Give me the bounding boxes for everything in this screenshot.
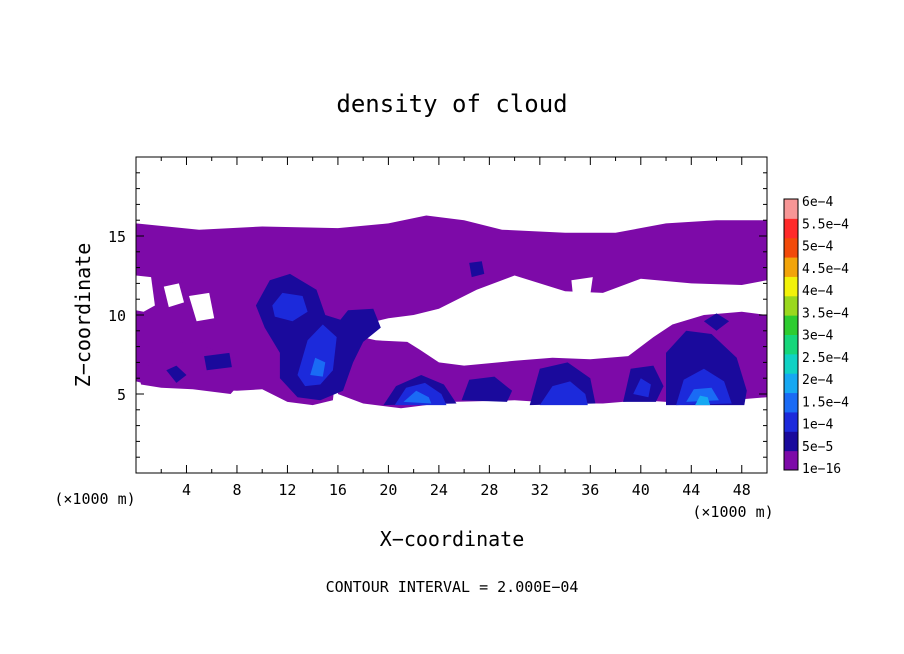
contour-region-blue-0 — [272, 292, 308, 322]
colorbar-swatch — [784, 276, 798, 297]
y-tick-label: 5 — [117, 386, 126, 404]
colorbar-label: 5e−4 — [802, 240, 833, 255]
x-tick-label: 28 — [480, 481, 498, 499]
x-tick-label: 44 — [682, 481, 700, 499]
contour-region-navy-7 — [204, 352, 232, 371]
contour-region-purple-3 — [189, 292, 215, 322]
colorbar-label: 3.5e−4 — [802, 306, 849, 321]
colorbar-label: 4.5e−4 — [802, 262, 849, 277]
colorbar: 1e−16 5e−5 1e−4 1.5e−4 2e−4 2.5e−4 3e−4 3.5e−4 4… — [783, 195, 849, 477]
colorbar-label: 2e−4 — [802, 373, 833, 388]
colorbar-swatch — [784, 450, 798, 471]
contour-region-purple-2 — [163, 283, 184, 308]
colorbar-swatch — [784, 373, 798, 394]
x-tick-label: 12 — [278, 481, 296, 499]
x-tick-label: 16 — [329, 481, 347, 499]
x-tick-label: 36 — [581, 481, 599, 499]
x-tick-label: 4 — [182, 481, 191, 499]
contour-region-purple-5 — [520, 296, 538, 308]
colorbar-label: 1.5e−4 — [802, 395, 849, 410]
colorbar-swatch — [784, 237, 798, 258]
contour-region-blue-1 — [297, 324, 337, 387]
x-tick-label: 20 — [379, 481, 397, 499]
x-tick-label: 8 — [232, 481, 241, 499]
colorbar-label: 3e−4 — [802, 329, 833, 344]
colorbar-swatch — [784, 218, 798, 239]
contour-interval-footer: CONTOUR INTERVAL = 2.000E−04 — [326, 578, 579, 596]
contour-region-light-1 — [403, 390, 432, 404]
y-axis-label: Z−coordinate — [71, 243, 95, 388]
contour-region-navy-2 — [461, 376, 513, 402]
colorbar-label: 2.5e−4 — [802, 351, 849, 366]
colorbar-frame — [783, 198, 799, 471]
contour-fill — [136, 157, 767, 473]
colorbar-swatch — [784, 295, 798, 316]
y-tick-label: 10 — [108, 307, 126, 325]
x-axis: 4 8 12 16 20 24 28 32 36 40 44 48 — [160, 157, 751, 499]
colorbar-label: 1e−16 — [802, 462, 841, 477]
contour-region-light-3 — [695, 395, 711, 406]
contour-region-blue-5 — [633, 378, 651, 398]
colorbar-swatch — [784, 431, 798, 452]
colorbar-label: 6e−4 — [802, 195, 833, 210]
colorbar-label: 5.5e−4 — [802, 217, 849, 232]
colorbar-swatch — [784, 334, 798, 355]
colorbar-swatch — [784, 411, 798, 432]
y-tick-label: 15 — [108, 228, 126, 246]
x-tick-label: 48 — [733, 481, 751, 499]
contour-region-navy-8 — [703, 313, 730, 331]
chart-title: density of cloud — [336, 90, 567, 118]
contour-region-light-2 — [686, 387, 719, 402]
colorbar-label: 1e−4 — [802, 418, 833, 433]
colorbar-swatch — [784, 392, 798, 413]
contour-region-purple-1 — [136, 275, 155, 312]
x-tick-label: 32 — [531, 481, 549, 499]
contour-region-navy-9 — [469, 261, 485, 278]
colorbar-swatch — [784, 257, 798, 277]
colorbar-label: 5e−5 — [802, 440, 833, 455]
contour-region-purple-4 — [571, 277, 593, 295]
x-axis-label: X−coordinate — [380, 527, 525, 551]
y-axis: 5 10 15 — [108, 172, 767, 458]
contour-region-navy-6 — [166, 365, 187, 383]
contour-region-blue-3 — [539, 381, 588, 406]
colorbar-swatch — [784, 315, 798, 335]
x-unit-label-left: (×1000 m) — [54, 490, 135, 508]
x-tick-label: 24 — [430, 481, 448, 499]
colorbar-label: 4e−4 — [802, 284, 833, 299]
contour-region-light-0 — [310, 357, 326, 377]
x-unit-label-right: (×1000 m) — [692, 503, 773, 521]
colorbar-swatch — [784, 199, 798, 219]
x-tick-label: 40 — [632, 481, 650, 499]
colorbar-swatch — [784, 353, 798, 374]
